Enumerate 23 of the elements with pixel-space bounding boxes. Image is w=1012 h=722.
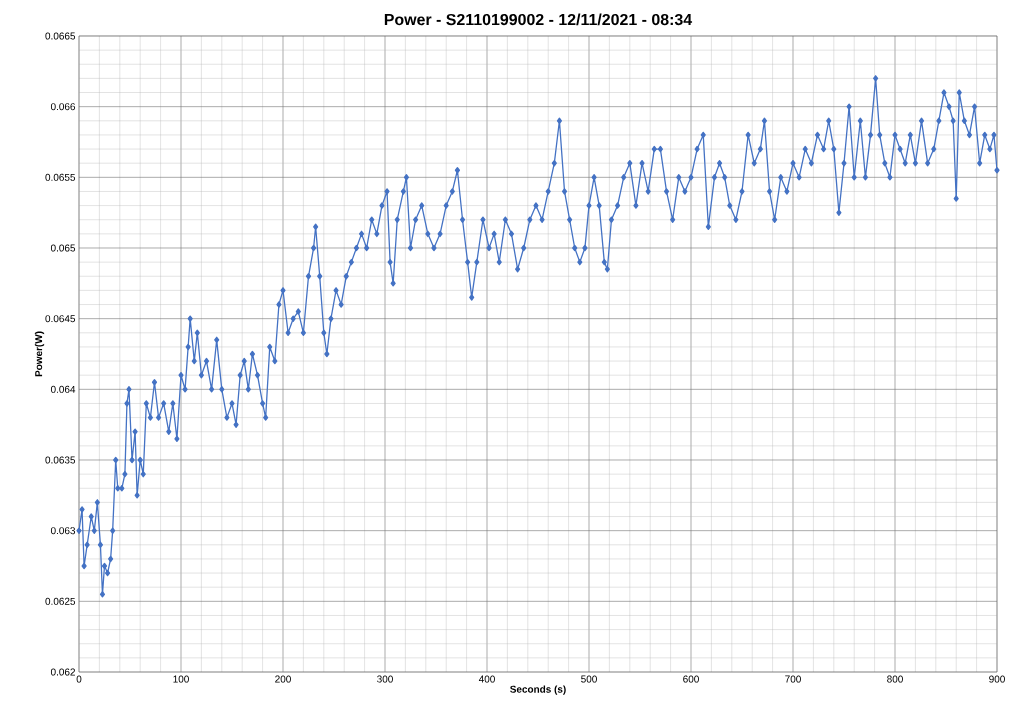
y-axis-title: Power(W) (34, 331, 45, 377)
y-tick-label: 0.065 (50, 244, 76, 252)
y-tick-label: 0.066 (50, 103, 76, 111)
y-tick-label: 0.063 (50, 527, 76, 535)
chart-title: Power - S2110199002 - 12/11/2021 - 08:34 (384, 13, 693, 26)
x-tick-label: 0 (76, 675, 82, 683)
x-tick-label: 700 (785, 675, 801, 683)
x-tick-label: 800 (887, 675, 903, 683)
y-tick-label: 0.0635 (45, 456, 76, 464)
y-tick-label: 0.064 (50, 385, 76, 393)
x-tick-label: 500 (581, 675, 597, 683)
y-tick-label: 0.0655 (45, 173, 76, 181)
x-axis-title: Seconds (s) (510, 685, 566, 695)
x-tick-label: 400 (478, 675, 495, 683)
y-tick-label: 0.062 (50, 668, 75, 676)
y-tick-label: 0.0665 (45, 32, 76, 40)
y-tick-label: 0.0645 (45, 315, 76, 323)
x-tick-label: 300 (377, 675, 393, 683)
x-tick-label: 900 (989, 675, 1005, 683)
x-tick-label: 200 (275, 675, 291, 683)
y-tick-label: 0.0625 (45, 597, 76, 605)
x-tick-label: 600 (683, 675, 699, 683)
x-tick-label: 100 (173, 675, 189, 683)
